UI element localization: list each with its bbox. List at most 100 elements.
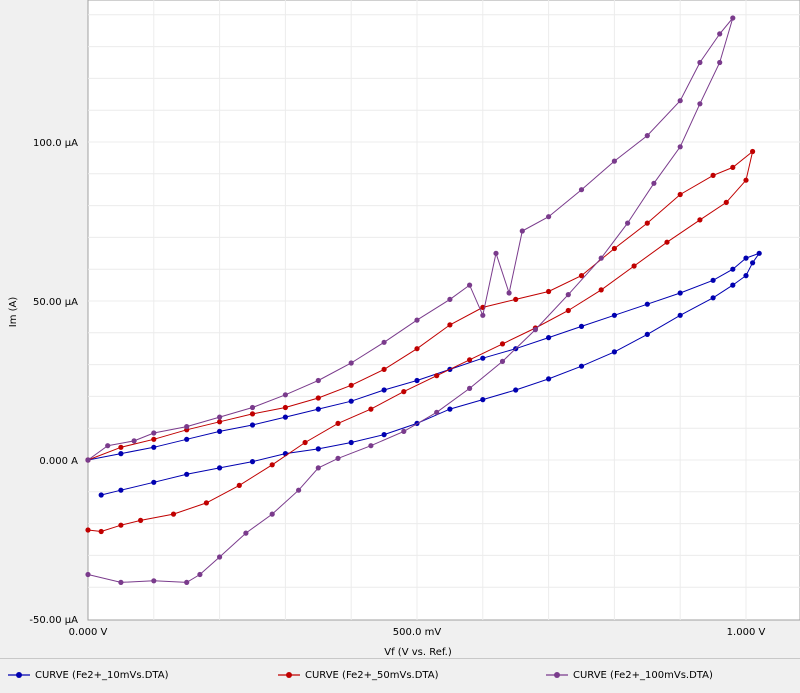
plot-area xyxy=(87,0,800,621)
data-point xyxy=(578,187,585,193)
legend-item-50mvs[interactable]: CURVE (Fe2+_50mVs.DTA) xyxy=(278,667,439,683)
data-point xyxy=(743,177,749,183)
data-point xyxy=(611,158,618,164)
data-point xyxy=(85,571,91,578)
data-point xyxy=(151,436,157,442)
data-point xyxy=(243,530,249,536)
data-point xyxy=(368,443,374,449)
grid xyxy=(88,0,800,620)
data-point xyxy=(532,327,539,333)
data-point xyxy=(98,528,104,535)
data-point xyxy=(578,363,585,369)
data-point xyxy=(184,436,190,442)
data-point xyxy=(434,373,440,379)
data-point xyxy=(348,439,354,446)
legend-swatch-10mvs xyxy=(8,672,30,678)
data-point xyxy=(723,199,729,205)
data-point xyxy=(677,98,683,104)
tick-labels: 0.000 V 500.0 mV 1.000 V -50.00 µA 0.000 A 50… xyxy=(29,138,765,638)
legend-label-100mvs: CURVE (Fe2+_100mVs.DTA) xyxy=(573,669,713,681)
legend: CURVE (Fe2+_10mVs.DTA) CURVE (Fe2+_50mVs… xyxy=(0,658,800,693)
data-point xyxy=(217,419,223,425)
data-point xyxy=(611,245,618,252)
data-point xyxy=(493,250,499,256)
x-axis-label: Vf (V vs. Ref.) xyxy=(384,647,452,658)
data-point xyxy=(730,15,736,21)
legend-label-50mvs: CURVE (Fe2+_50mVs.DTA) xyxy=(305,669,439,681)
data-point xyxy=(644,220,650,226)
data-point xyxy=(203,500,209,506)
data-point xyxy=(315,446,321,452)
legend-item-10mvs[interactable]: CURVE (Fe2+_10mVs.DTA) xyxy=(8,667,169,683)
data-point xyxy=(546,335,552,341)
data-point xyxy=(249,411,256,417)
data-point xyxy=(85,527,91,533)
data-point xyxy=(710,172,716,178)
data-point xyxy=(368,406,374,412)
data-point xyxy=(743,273,749,279)
data-point xyxy=(118,522,124,528)
data-point xyxy=(381,387,387,393)
legend-swatch-50mvs xyxy=(278,672,300,678)
data-point xyxy=(401,389,407,395)
data-point xyxy=(118,487,124,493)
data-point xyxy=(184,424,190,430)
series-plot xyxy=(85,15,762,586)
y-axis-label: Im (A) xyxy=(8,297,19,328)
data-point xyxy=(578,323,585,329)
data-point xyxy=(546,376,552,382)
data-point xyxy=(118,444,124,450)
data-point xyxy=(644,331,650,337)
data-point xyxy=(335,420,341,426)
data-point xyxy=(414,377,420,384)
data-point xyxy=(131,438,137,444)
data-point xyxy=(750,148,756,155)
data-point xyxy=(249,459,256,465)
data-point xyxy=(730,164,736,170)
data-point xyxy=(447,296,453,302)
data-point xyxy=(434,409,440,415)
data-point xyxy=(677,290,683,296)
data-point xyxy=(565,292,571,298)
data-point xyxy=(513,387,519,393)
data-point xyxy=(184,471,190,477)
data-point xyxy=(118,579,124,586)
data-point xyxy=(467,385,473,391)
data-point xyxy=(644,301,650,307)
legend-item-100mvs[interactable]: CURVE (Fe2+_100mVs.DTA) xyxy=(546,667,713,683)
data-point xyxy=(467,357,473,363)
data-point xyxy=(138,517,144,524)
data-point xyxy=(249,404,256,411)
data-point xyxy=(197,571,203,578)
series-line xyxy=(87,17,734,583)
series-0 xyxy=(85,250,762,498)
data-point xyxy=(315,406,321,412)
data-point xyxy=(625,220,631,226)
data-point xyxy=(236,482,242,488)
y-tick-label: 50.00 µA xyxy=(33,297,78,308)
x-tick-label: 0.000 V xyxy=(69,627,108,638)
data-point xyxy=(335,455,341,461)
data-point xyxy=(565,307,571,314)
data-point xyxy=(697,217,703,223)
data-point xyxy=(651,180,657,186)
data-point xyxy=(480,355,486,361)
x-tick-label: 500.0 mV xyxy=(393,627,442,638)
data-point xyxy=(296,487,302,493)
data-point xyxy=(756,250,762,256)
x-tick-label: 1.000 V xyxy=(727,627,766,638)
data-point xyxy=(315,377,321,384)
data-point xyxy=(269,462,275,468)
data-point xyxy=(664,239,670,245)
data-point xyxy=(98,492,104,498)
data-point xyxy=(249,422,256,428)
data-point xyxy=(381,432,387,438)
data-point xyxy=(506,290,512,296)
data-point xyxy=(717,59,723,66)
data-point xyxy=(743,255,749,261)
series-1 xyxy=(85,148,756,535)
data-point xyxy=(315,465,321,471)
data-point xyxy=(499,358,506,364)
data-point xyxy=(644,133,650,139)
